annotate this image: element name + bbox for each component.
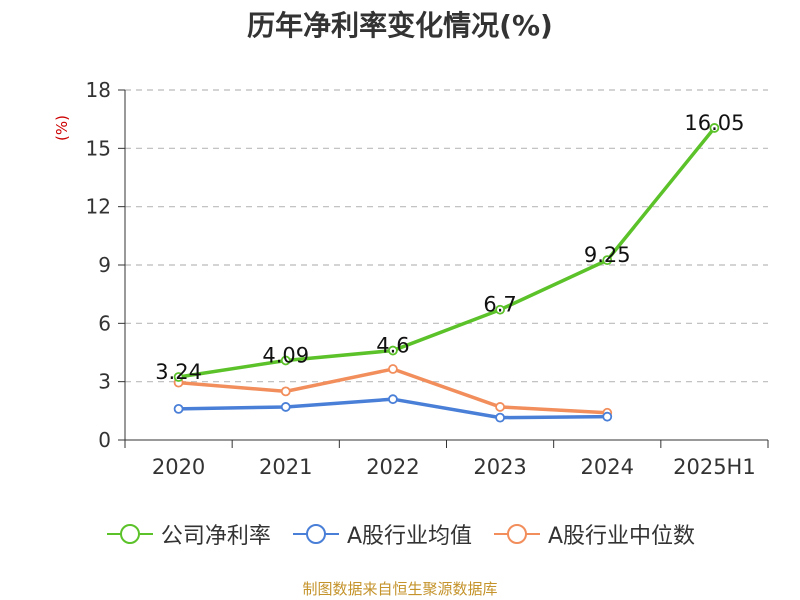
data-point (280, 402, 291, 412)
source-note: 制图数据来自恒生聚源数据库 (302, 580, 498, 598)
y-tick-label: 18 (86, 78, 111, 102)
legend-item[interactable]: A股行业中位数 (492, 518, 695, 550)
y-tick-label: 0 (98, 428, 111, 452)
data-label: 6.7 (483, 293, 516, 317)
data-point (602, 255, 613, 266)
series-line (178, 126, 716, 379)
x-tick-label: 2022 (366, 455, 419, 479)
y-axis-label: (%) (53, 115, 71, 141)
data-point (495, 412, 505, 423)
legend-line-circle-icon (292, 524, 339, 544)
chart-title: 历年净利率变化情况(%) (247, 9, 553, 42)
y-tick-label: 6 (98, 311, 111, 335)
data-point (495, 304, 505, 315)
data-point (280, 386, 291, 397)
data-point (173, 372, 184, 382)
data-point (602, 411, 613, 422)
x-tick-label: 2025H1 (673, 455, 756, 479)
data-point (280, 355, 291, 366)
x-tick-label: 2023 (473, 455, 526, 479)
data-label: 9.25 (584, 243, 631, 267)
y-tick-label: 12 (86, 195, 111, 219)
legend-line-circle-icon (106, 524, 153, 544)
y-tick-label: 9 (98, 253, 111, 277)
data-point (173, 403, 184, 414)
x-tick-label: 2020 (152, 455, 205, 479)
legend-line-circle-icon (494, 524, 540, 544)
data-point (388, 345, 398, 356)
data-point (388, 364, 398, 374)
x-tick-label: 2021 (259, 455, 312, 479)
legend-item[interactable]: 公司净利率 (105, 518, 271, 550)
data-label: 4.6 (376, 334, 409, 358)
data-label: 3.24 (155, 360, 202, 384)
y-tick-label: 15 (86, 136, 111, 160)
x-tick-label: 2024 (581, 455, 634, 479)
legend-label: A股行业均值 (346, 524, 472, 549)
data-point (709, 123, 720, 133)
data-label: 16.05 (684, 111, 744, 135)
y-tick-label: 3 (98, 370, 111, 394)
data-label: 4.09 (262, 343, 309, 367)
legend: 公司净利率 A股行业均值 A股行业中位数 (0, 518, 800, 550)
data-point (495, 402, 505, 412)
legend-label: 公司净利率 (160, 524, 271, 549)
legend-item[interactable]: A股行业均值 (291, 518, 472, 550)
legend-label: A股行业中位数 (548, 524, 696, 549)
data-point (388, 394, 398, 405)
